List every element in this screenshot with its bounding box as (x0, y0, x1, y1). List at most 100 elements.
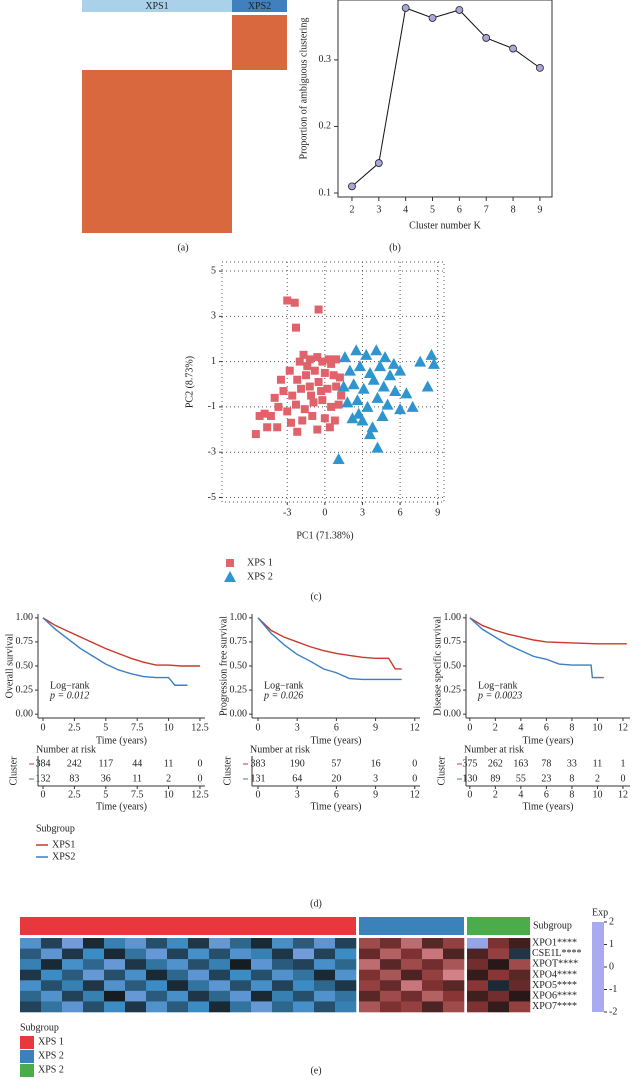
point (377, 380, 390, 392)
risk-count: 0 (412, 758, 417, 769)
heatmap-cell (104, 969, 126, 981)
risk-count: 3 (373, 773, 378, 784)
point (428, 14, 437, 22)
heatmap-cell (488, 990, 510, 1002)
point (266, 411, 275, 420)
risk-count: 11 (132, 773, 142, 784)
point (317, 387, 326, 396)
heatmap-cell (251, 980, 273, 992)
point (346, 412, 359, 424)
x-axis-title: Time (years) (310, 801, 361, 812)
point (295, 357, 304, 366)
survival-curve (257, 617, 402, 670)
heatmap-cell (443, 990, 465, 1002)
y-axis-title: Overall survival (4, 633, 15, 698)
x-tick-label: 6 (398, 507, 403, 518)
heatmap-cell (488, 948, 510, 960)
heatmap-cell (422, 990, 444, 1002)
heatmap-cell (20, 959, 42, 971)
point (314, 378, 323, 386)
point (300, 405, 309, 414)
x-tick-label: 12.5 (191, 789, 209, 800)
legend-swatch (20, 1036, 34, 1049)
x-tick-label: 10 (592, 722, 602, 733)
x-tick-label: 10 (592, 789, 602, 800)
risk-count: 44 (132, 758, 142, 769)
heatmap-cell (251, 948, 273, 960)
risk-table-title: Number at risk (250, 744, 310, 755)
point (305, 355, 314, 364)
heatmap-cell (41, 938, 63, 949)
line (351, 7, 541, 187)
y-tick-label: 1.00 (444, 612, 462, 623)
heatmap-cell (401, 948, 423, 960)
heatmap-cell (83, 969, 105, 981)
heatmap-cell (443, 969, 465, 981)
heatmap-cell (401, 990, 423, 1002)
x-tick-label: 4 (518, 722, 523, 733)
annotation-bar (359, 917, 464, 935)
heatmap-cell (125, 990, 147, 1002)
heatmap-cell (83, 1001, 105, 1013)
x-tick-label: 0 (467, 722, 472, 733)
point (338, 351, 351, 363)
point (310, 366, 319, 375)
point (536, 63, 544, 72)
x-tick-label: 2.5 (68, 722, 81, 733)
point (323, 384, 332, 393)
point (274, 402, 283, 411)
y-tick-label: 0.00 (16, 708, 34, 719)
x-tick-label: 3 (295, 722, 300, 733)
y-axis-title: PC2 (8.73%) (184, 356, 195, 408)
x-tick-label: 6 (544, 722, 549, 733)
point (292, 400, 300, 409)
heatmap-cell (251, 938, 273, 949)
heatmap-cell (314, 948, 336, 960)
heatmap-cell (359, 948, 381, 960)
heatmap-cell (41, 980, 63, 992)
risk-count: 11 (164, 758, 174, 769)
heatmap-cell (188, 990, 210, 1002)
y-axis-title: Progression free survival (218, 616, 229, 716)
heatmap-cell (125, 1001, 147, 1013)
point (298, 416, 307, 425)
heatmap-cell (41, 990, 63, 1002)
point (309, 398, 318, 407)
heatmap-cell (488, 938, 510, 949)
point (325, 423, 334, 432)
colorbar-tick-label: 2 (609, 916, 614, 927)
x-tick-label: 2 (349, 204, 354, 215)
risk-count: 0 (197, 773, 202, 784)
point (283, 296, 292, 305)
point (406, 400, 419, 412)
legend-marker (226, 559, 234, 567)
point (361, 400, 374, 412)
heatmap-cell (125, 969, 147, 981)
heatmap-cell (359, 990, 381, 1002)
risk-count: 20 (331, 773, 341, 784)
y-tick-label: 1.00 (230, 612, 248, 623)
point (330, 416, 339, 425)
heatmap-cell (20, 969, 42, 981)
risk-count: 163 (513, 758, 528, 769)
heatmap-cell (41, 959, 63, 971)
x-tick-label: 4 (518, 789, 523, 800)
heatmap-cell (104, 990, 126, 1002)
x-tick-label: 7 (484, 204, 489, 215)
point (360, 348, 373, 360)
heatmap-cell (272, 948, 294, 960)
point (320, 414, 329, 423)
y-tick-label: 5 (211, 265, 216, 276)
point (401, 4, 410, 12)
annotation: Log−rank (478, 680, 518, 691)
heatmap-cell (251, 969, 273, 981)
risk-count: 2 (595, 773, 600, 784)
x-axis-title: Time (years) (522, 801, 573, 812)
heatmap-cell (167, 969, 189, 981)
point (374, 360, 387, 372)
legend-swatch (20, 1050, 34, 1063)
heatmap-cell (104, 948, 126, 960)
heatmap-cell (146, 969, 168, 981)
x-tick-label: 0 (322, 507, 327, 518)
